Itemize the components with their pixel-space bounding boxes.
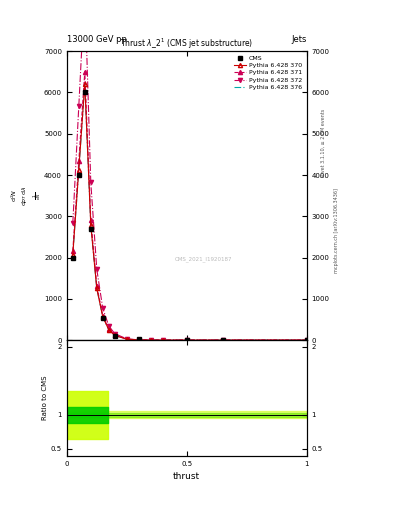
Text: CMS_2021_I1920187: CMS_2021_I1920187 — [175, 257, 232, 262]
Bar — [67, 413, 307, 417]
Text: 13000 GeV pp: 13000 GeV pp — [67, 34, 127, 44]
X-axis label: thrust: thrust — [173, 472, 200, 481]
Title: Thrust $\lambda\_2^1$ (CMS jet substructure): Thrust $\lambda\_2^1$ (CMS jet substruct… — [120, 37, 253, 51]
Bar — [67, 412, 307, 418]
Text: mcplots.cern.ch [arXiv:1306.3436]: mcplots.cern.ch [arXiv:1306.3436] — [334, 188, 339, 273]
Text: Rivet 3.1.10, ≥ 2.8M events: Rivet 3.1.10, ≥ 2.8M events — [320, 109, 325, 178]
Text: Jets: Jets — [291, 34, 307, 44]
Y-axis label: Ratio to CMS: Ratio to CMS — [42, 376, 48, 420]
Y-axis label: $\mathrm{d}^2N$
$\mathrm{d}p_T\,\mathrm{d}\lambda$
$\frac{1}{\mathrm{d}N}$: $\mathrm{d}^2N$ $\mathrm{d}p_T\,\mathrm{… — [9, 185, 42, 206]
Legend: CMS, Pythia 6.428 370, Pythia 6.428 371, Pythia 6.428 372, Pythia 6.428 376: CMS, Pythia 6.428 370, Pythia 6.428 371,… — [233, 54, 303, 91]
